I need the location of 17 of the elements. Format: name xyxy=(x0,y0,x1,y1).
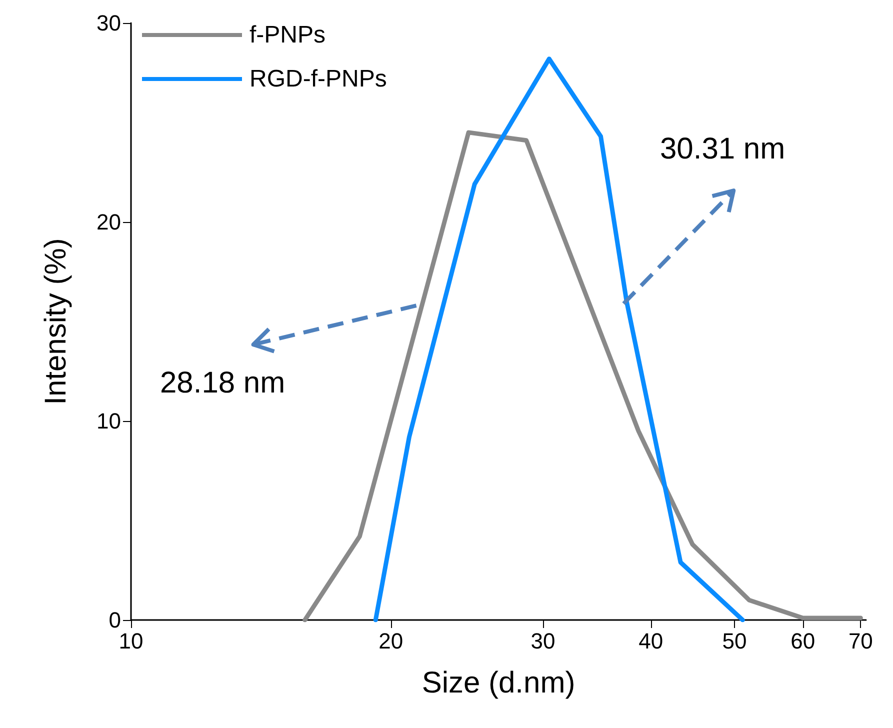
x-axis-title: Size (d.nm) xyxy=(422,666,576,700)
x-tick-label: 40 xyxy=(638,628,664,654)
y-tick-label: 30 xyxy=(96,10,121,36)
x-tick-label: 70 xyxy=(848,628,873,654)
legend-label: f-PNPs xyxy=(250,22,326,48)
x-tick-label: 60 xyxy=(790,628,816,654)
y-tick-label: 20 xyxy=(96,210,121,234)
y-axis-title: Intensity (%) xyxy=(40,238,72,405)
x-tick-label: 10 xyxy=(118,628,144,654)
y-tick-label: 0 xyxy=(108,608,121,632)
legend-label: RGD-f-PNPs xyxy=(250,66,387,92)
x-tick-label: 30 xyxy=(530,628,556,654)
annotation: 28.18 nm xyxy=(160,366,286,400)
annotation: 30.31 nm xyxy=(660,132,786,166)
y-tick-label: 10 xyxy=(96,408,121,434)
x-tick-label: 50 xyxy=(722,628,747,654)
x-tick-label: 20 xyxy=(378,628,404,654)
